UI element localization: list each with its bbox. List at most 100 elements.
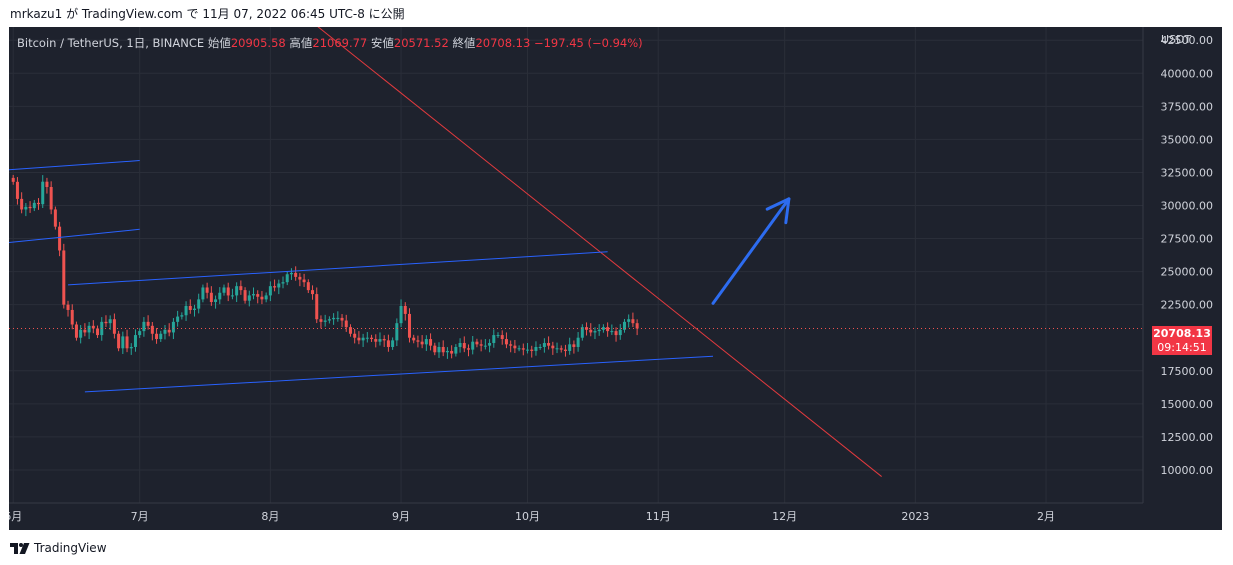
- price-tick-label: 12500.00: [1161, 431, 1214, 444]
- candle-body: [252, 294, 256, 296]
- candle-body: [610, 331, 614, 333]
- candle-body: [230, 295, 234, 297]
- candle-body: [403, 305, 407, 314]
- channel-line: [84, 355, 714, 393]
- candle-body: [91, 325, 95, 329]
- candle-body: [635, 323, 639, 329]
- candle-body: [391, 340, 395, 347]
- candle-body: [133, 335, 137, 347]
- candle-body: [201, 287, 205, 300]
- candle-body: [180, 315, 184, 317]
- candle-body: [239, 286, 243, 291]
- candle-body: [11, 177, 15, 182]
- price-tick-label: 40000.00: [1161, 67, 1214, 80]
- candle-body: [79, 329, 83, 338]
- symbol-legend[interactable]: Bitcoin / TetherUS, 1日, BINANCE 始値20905.…: [17, 35, 643, 51]
- candle-body: [260, 296, 264, 300]
- candle-body: [420, 341, 424, 345]
- candle-body: [159, 333, 163, 340]
- time-axis-background: [9, 503, 1222, 530]
- channel-line: [67, 251, 608, 286]
- candle-body: [155, 333, 159, 340]
- candle-body: [243, 290, 247, 301]
- candle-body: [374, 339, 378, 342]
- candle-body: [492, 335, 496, 344]
- footer-brand[interactable]: TradingView: [34, 541, 107, 555]
- candle-body: [268, 286, 272, 296]
- candle-body: [526, 349, 530, 351]
- candle-body: [226, 287, 230, 296]
- candle-body: [311, 290, 315, 295]
- candle-body: [458, 343, 462, 347]
- chart-panel[interactable]: 6月 7月 8月 9月 10月 11月 12月 2023 2月 USDT 42500.00 400…: [9, 27, 1222, 530]
- candle-body: [407, 313, 411, 338]
- candle-body: [555, 348, 559, 350]
- candle-body: [188, 305, 192, 310]
- candle-body: [357, 337, 361, 341]
- publish-info: が TradingView.com で 11月 07, 2022 06:45 U…: [62, 7, 405, 21]
- candle-body: [121, 336, 125, 349]
- candle-body: [53, 209, 57, 227]
- grid-lines: [9, 27, 1143, 503]
- candle-body: [378, 339, 382, 342]
- symbol-name[interactable]: Bitcoin / TetherUS, 1日, BINANCE: [17, 36, 205, 50]
- author-link[interactable]: mrkazu1: [10, 7, 63, 21]
- candle-body: [475, 341, 479, 345]
- time-tick-label: 2023: [901, 510, 929, 523]
- candle-body: [395, 323, 399, 341]
- candle-body: [129, 346, 133, 349]
- candle-body: [504, 339, 508, 345]
- price-tick-label: 35000.00: [1161, 133, 1214, 146]
- price-axis-background: [1143, 27, 1222, 530]
- candle-body: [517, 348, 521, 350]
- candle-body: [167, 329, 171, 333]
- candle-body: [112, 319, 116, 334]
- candle-body: [593, 331, 597, 333]
- time-tick-label: 6月: [9, 510, 22, 523]
- time-tick-label: 11月: [646, 510, 671, 523]
- candle-body: [399, 305, 403, 324]
- candle-body: [96, 328, 100, 336]
- candle-body: [344, 320, 348, 328]
- open-label: 始値: [207, 36, 231, 50]
- time-tick-label: 10月: [515, 510, 540, 523]
- close-value: 20708.13: [475, 36, 531, 50]
- tradingview-logo-icon[interactable]: [10, 542, 30, 554]
- candle-body: [15, 181, 19, 199]
- candle-body: [433, 345, 437, 353]
- candle-body: [209, 292, 213, 303]
- high-label: 高値: [289, 36, 313, 50]
- close-label: 終値: [452, 36, 476, 50]
- price-chart[interactable]: 6月 7月 8月 9月 10月 11月 12月 2023 2月 USDT 42500.00 400…: [9, 27, 1222, 530]
- candle-body: [45, 181, 49, 187]
- candle-body: [302, 279, 306, 283]
- candle-body: [332, 317, 336, 320]
- candle-body: [205, 287, 209, 293]
- candle-body: [197, 299, 201, 309]
- arrow-annotation: [711, 197, 791, 305]
- candle-body: [559, 348, 563, 350]
- candle-body: [315, 294, 319, 320]
- candle-body: [87, 325, 91, 333]
- candle-body: [471, 341, 475, 350]
- candle-body: [462, 343, 466, 349]
- candle-body: [192, 308, 196, 310]
- candle-body: [370, 337, 374, 340]
- bar-countdown: 09:14:51: [1152, 341, 1212, 355]
- candle-body: [445, 350, 449, 353]
- candle-body: [627, 319, 631, 322]
- candle-body: [597, 329, 601, 332]
- candle-body: [551, 345, 555, 349]
- candle-body: [483, 345, 487, 347]
- candle-body: [576, 337, 580, 347]
- candle-body: [412, 337, 416, 341]
- footer: TradingView: [10, 541, 107, 555]
- candle-body: [327, 319, 331, 321]
- candle-body: [542, 343, 546, 347]
- time-tick-label: 7月: [131, 510, 149, 523]
- price-tick-label: 22500.00: [1161, 299, 1214, 312]
- candle-body: [534, 346, 538, 351]
- candle-body: [513, 345, 517, 349]
- candle-body: [150, 325, 154, 334]
- candle-body: [606, 327, 610, 332]
